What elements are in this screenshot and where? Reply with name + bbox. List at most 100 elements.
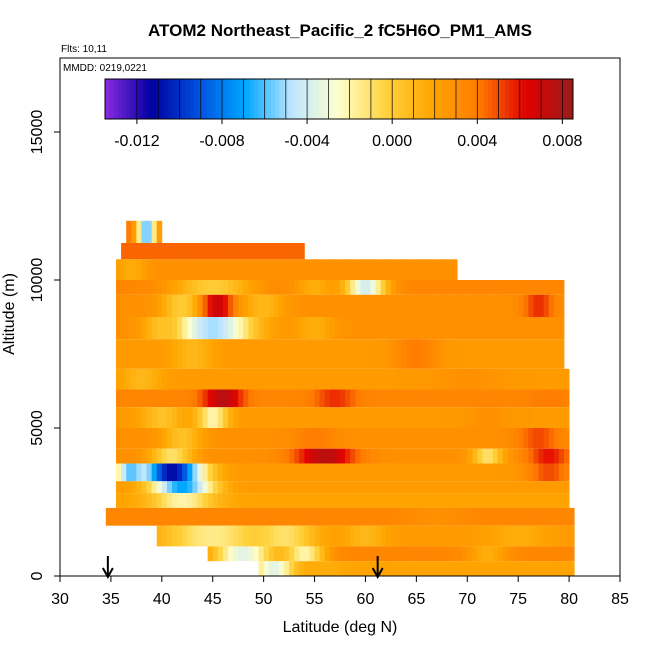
colorbar-segment — [164, 79, 170, 119]
heat-cell — [243, 259, 249, 280]
heat-cell — [299, 339, 305, 369]
heat-cell — [233, 294, 239, 317]
heat-cell — [172, 448, 178, 464]
heat-cell — [533, 493, 539, 508]
heat-cell — [309, 546, 315, 562]
heat-cell — [228, 507, 234, 526]
heat-cell — [289, 507, 295, 526]
heat-cell — [217, 448, 224, 464]
colorbar-segment — [117, 79, 123, 119]
heat-cell — [411, 546, 417, 562]
heat-cell — [172, 493, 178, 508]
heat-cell — [446, 280, 453, 295]
heat-cell — [253, 481, 259, 494]
heat-cell — [319, 389, 326, 408]
heat-cell — [268, 368, 275, 390]
heat-cell — [319, 317, 326, 340]
heat-cell — [151, 339, 158, 369]
heat-cell — [492, 280, 499, 295]
heat-cell — [314, 428, 321, 449]
heat-cell — [508, 368, 514, 390]
heat-cell — [441, 546, 448, 562]
heat-cell — [385, 525, 392, 547]
heat-cell — [248, 368, 254, 390]
heat-cell — [492, 389, 499, 408]
heat-cell — [146, 317, 153, 340]
heat-cell — [329, 561, 336, 576]
heat-cell — [116, 481, 122, 494]
heat-cell — [304, 294, 310, 317]
heat-cell — [457, 407, 463, 428]
heat-cell — [172, 259, 178, 280]
heat-cell — [304, 525, 310, 547]
heat-cell — [370, 463, 377, 482]
heat-cell — [441, 294, 448, 317]
heat-cell — [416, 259, 422, 280]
heat-cell — [360, 407, 366, 428]
heat-cell — [467, 525, 473, 547]
heat-cell — [233, 407, 239, 428]
heat-cell — [268, 448, 275, 464]
heat-cell — [243, 428, 249, 449]
heat-cell — [406, 407, 412, 428]
heat-cell — [421, 507, 427, 526]
heat-cell — [207, 463, 214, 482]
heat-cell — [487, 317, 494, 340]
colorbar-segment — [509, 79, 514, 119]
heat-cell — [273, 368, 280, 390]
heat-cell — [421, 428, 427, 449]
colorbar-segment — [296, 79, 302, 119]
heat-cell — [294, 339, 300, 369]
heat-cell — [370, 339, 377, 369]
colorbar-segment — [466, 79, 472, 119]
heat-cell — [518, 317, 524, 340]
heat-cell — [477, 463, 483, 482]
heat-cell — [263, 493, 270, 508]
heat-cell — [141, 407, 147, 428]
heat-cell — [518, 280, 524, 295]
heat-cell — [146, 294, 153, 317]
heat-cell — [401, 448, 407, 464]
heat-cell — [233, 389, 239, 408]
heat-cell — [222, 428, 229, 449]
heat-cell — [187, 259, 193, 280]
heat-cell — [441, 259, 448, 280]
heat-cell — [401, 317, 407, 340]
heat-cell — [365, 561, 371, 576]
heat-cell — [406, 463, 412, 482]
heat-cell — [467, 407, 473, 428]
heat-cell — [166, 493, 173, 508]
heat-cell — [258, 525, 265, 547]
heat-cell — [365, 481, 371, 494]
heat-cell — [375, 368, 382, 390]
heat-cell — [324, 259, 331, 280]
heat-cell — [197, 317, 203, 340]
heat-cell — [492, 428, 499, 449]
heat-cell — [294, 368, 300, 390]
heat-cell — [355, 448, 361, 464]
heat-cell — [416, 407, 422, 428]
heat-cell — [131, 317, 137, 340]
heat-cell — [396, 368, 402, 390]
heat-cell — [324, 546, 331, 562]
heat-cell — [431, 259, 438, 280]
heat-cell — [334, 317, 341, 340]
heat-cell — [416, 507, 422, 526]
heat-cell — [182, 339, 188, 369]
heat-cell — [513, 507, 519, 526]
heat-cell — [314, 259, 321, 280]
heat-cell — [487, 428, 494, 449]
heat-cell — [416, 481, 422, 494]
heat-cell — [533, 294, 539, 317]
heat-cell — [258, 339, 265, 369]
heat-cell — [375, 463, 382, 482]
heat-cell — [253, 407, 259, 428]
heat-cell — [426, 463, 433, 482]
heat-cell — [248, 428, 254, 449]
heat-cell — [370, 546, 377, 562]
heat-cell — [309, 463, 315, 482]
heat-cell — [146, 507, 153, 526]
heat-cell — [172, 463, 178, 482]
heat-cell — [217, 407, 224, 428]
heat-cell — [548, 339, 555, 369]
